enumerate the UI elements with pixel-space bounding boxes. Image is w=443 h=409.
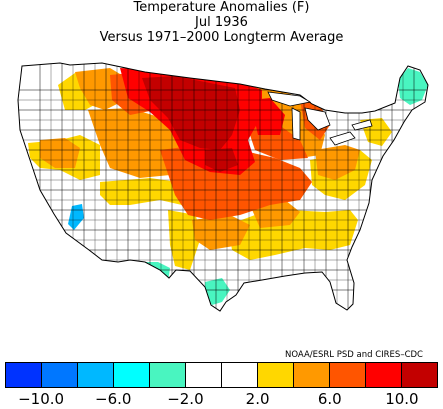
legend-bin	[42, 363, 78, 387]
legend-bin	[186, 363, 222, 387]
legend-tick-label: 10.0	[385, 390, 419, 408]
legend-bin	[294, 363, 330, 387]
map-subtitle-date: Jul 1936	[195, 15, 248, 30]
anomaly-nevada-cool	[68, 204, 84, 230]
legend-bin	[222, 363, 258, 387]
great-lakes	[267, 91, 373, 146]
legend-bin	[366, 363, 402, 387]
anomaly-maine-cool	[398, 68, 428, 105]
map-subtitle-baseline: Versus 1971–2000 Longterm Average	[99, 30, 344, 45]
map-title: Temperature Anomalies (F)	[133, 0, 310, 15]
anomaly-south-texas-cool	[205, 278, 230, 305]
legend-tick-label: 6.0	[317, 390, 342, 408]
data-credit: NOAA/ESRL PSD and CIRES–CDC	[285, 350, 423, 360]
legend-bin	[258, 363, 294, 387]
legend-bin	[114, 363, 150, 387]
legend-bin	[78, 363, 114, 387]
legend-tick-label: −6.0	[95, 390, 132, 408]
legend-bin	[150, 363, 186, 387]
us-anomaly-map	[17, 62, 429, 312]
legend-bin	[330, 363, 366, 387]
legend-colorbar	[5, 362, 438, 388]
legend-bin	[402, 363, 437, 387]
legend-tick-label: 2.0	[245, 390, 270, 408]
legend-tick-label: −10.0	[18, 390, 65, 408]
legend-tick-label: −2.0	[167, 390, 204, 408]
legend-bin	[6, 363, 42, 387]
us-outline	[17, 62, 429, 312]
